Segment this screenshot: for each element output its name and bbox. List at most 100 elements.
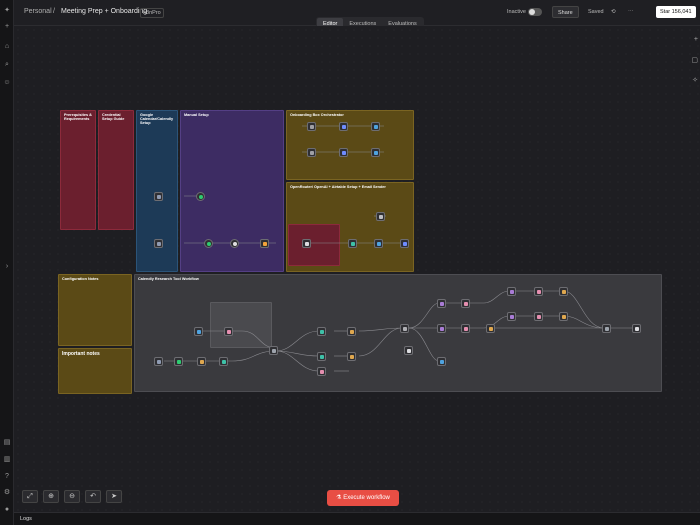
- star-label: Star: [660, 9, 671, 15]
- avatar[interactable]: ●: [4, 506, 10, 513]
- workflow-node[interactable]: [317, 352, 326, 361]
- workspace-breadcrumb[interactable]: Personal: [24, 8, 52, 15]
- workflow-node[interactable]: [437, 357, 446, 366]
- ai-assistant-icon[interactable]: ✧: [692, 77, 698, 84]
- execute-label: Execute workflow: [343, 495, 390, 501]
- workflow-node[interactable]: [507, 287, 516, 296]
- user-icon[interactable]: ☺: [3, 79, 11, 86]
- logs-panel[interactable]: Logs: [14, 512, 700, 525]
- home-icon[interactable]: ⌂: [4, 43, 10, 50]
- note-title: OpenRouter/ OpenAI + Airtable Setup + Em…: [290, 185, 386, 189]
- workflow-node[interactable]: [307, 148, 316, 157]
- output-node[interactable]: [632, 324, 641, 333]
- tab-evaluations[interactable]: Evaluations: [388, 21, 417, 27]
- workflow-node[interactable]: [437, 299, 446, 308]
- workflow-node[interactable]: [194, 327, 203, 336]
- workflow-node[interactable]: [196, 192, 205, 201]
- aggregate-node[interactable]: [400, 324, 409, 333]
- settings-icon[interactable]: ⚙: [3, 489, 11, 496]
- workflow-node[interactable]: [437, 324, 446, 333]
- workflow-node[interactable]: [534, 312, 543, 321]
- breadcrumb-separator: /: [53, 8, 55, 15]
- note-configuration[interactable]: Configuration Notes: [58, 274, 132, 346]
- more-icon[interactable]: ⋯: [628, 9, 634, 15]
- share-button[interactable]: Share: [552, 6, 579, 18]
- workflow-node[interactable]: [197, 357, 206, 366]
- fit-view-icon[interactable]: ⤢: [22, 490, 38, 503]
- workflow-node[interactable]: [348, 239, 357, 248]
- workflow-node[interactable]: [486, 324, 495, 333]
- workflow-node[interactable]: [371, 122, 380, 131]
- merge-node[interactable]: [269, 346, 278, 355]
- active-toggle[interactable]: [528, 8, 542, 16]
- workflow-node[interactable]: [347, 327, 356, 336]
- trigger-node[interactable]: [154, 239, 163, 248]
- connection-lines: [164, 125, 634, 372]
- canvas-controls: ⤢ ⊕ ⊖ ↶ ➤: [22, 490, 122, 503]
- workflow-node[interactable]: [559, 287, 568, 296]
- github-star-button[interactable]: Star 156,041: [656, 6, 696, 18]
- workflow-node[interactable]: [317, 367, 326, 376]
- workflow-node[interactable]: [224, 327, 233, 336]
- zoom-in-icon[interactable]: ⊕: [43, 490, 59, 503]
- note-title: Manual Setup: [184, 113, 209, 117]
- workflow-node[interactable]: [534, 287, 543, 296]
- status-label: Inactive: [507, 9, 526, 15]
- history-icon[interactable]: ⟲: [611, 9, 616, 15]
- workflow-tag[interactable]: n8nPro: [140, 8, 164, 18]
- sticky-note-icon[interactable]: ▢: [691, 57, 698, 64]
- note-highlight[interactable]: [288, 224, 340, 266]
- logs-label: Logs: [20, 516, 32, 522]
- logo-icon[interactable]: ✦: [4, 7, 10, 14]
- help-icon[interactable]: ?: [5, 473, 9, 480]
- workflow-node[interactable]: [339, 148, 348, 157]
- add-node-icon[interactable]: +: [693, 36, 698, 43]
- ai-agent-node[interactable]: [404, 346, 413, 355]
- note-title: Google Calendar/Calendly Setup: [140, 113, 174, 125]
- workflow-node[interactable]: [339, 122, 348, 131]
- workflow-node[interactable]: [507, 312, 516, 321]
- workflow-node[interactable]: [260, 239, 269, 248]
- workflow-node[interactable]: [307, 122, 316, 131]
- workflow-canvas[interactable]: Prerequisites & Requirements Credential …: [14, 26, 700, 512]
- note-title: Important notes: [62, 351, 100, 357]
- workflow-node[interactable]: [219, 357, 228, 366]
- workflow-node[interactable]: [461, 324, 470, 333]
- merge-node[interactable]: [602, 324, 611, 333]
- note-subgroup[interactable]: [210, 302, 272, 348]
- insights-icon[interactable]: ▥: [3, 456, 11, 463]
- note-orchestrator[interactable]: Onboarding Box Orchestrator: [286, 110, 414, 180]
- workflow-title[interactable]: Meeting Prep + Onboarding: [61, 8, 148, 15]
- note-title: Calendly Research Tool Workflow: [138, 277, 199, 281]
- tab-executions[interactable]: Executions: [349, 21, 377, 27]
- workflow-node[interactable]: [461, 299, 470, 308]
- search-icon[interactable]: ⌕: [5, 61, 9, 68]
- workflow-node[interactable]: [374, 239, 383, 248]
- note-prerequisites[interactable]: Prerequisites & Requirements: [60, 110, 96, 230]
- ai-agent-node[interactable]: [302, 239, 311, 248]
- templates-icon[interactable]: ▤: [3, 439, 11, 446]
- add-icon[interactable]: +: [4, 23, 10, 30]
- note-credentials[interactable]: Credential Setup Guide: [98, 110, 134, 230]
- note-important[interactable]: Important notes: [58, 348, 132, 394]
- zoom-out-icon[interactable]: ⊖: [64, 490, 80, 503]
- right-toolbar: + ▢ ✧: [688, 26, 700, 525]
- note-title: Prerequisites & Requirements: [64, 113, 92, 121]
- collapse-icon[interactable]: ›: [5, 263, 9, 270]
- workflow-node[interactable]: [400, 239, 409, 248]
- workflow-node[interactable]: [204, 239, 213, 248]
- workflow-node[interactable]: [376, 212, 385, 221]
- trigger-node[interactable]: [154, 357, 163, 366]
- workflow-node[interactable]: [347, 352, 356, 361]
- trigger-node[interactable]: [154, 192, 163, 201]
- execute-workflow-button[interactable]: ⚗ Execute workflow: [327, 490, 399, 506]
- workflow-node[interactable]: [317, 327, 326, 336]
- workflow-node[interactable]: [371, 148, 380, 157]
- workflow-node[interactable]: [230, 239, 239, 248]
- workflow-node[interactable]: [174, 357, 183, 366]
- undo-icon[interactable]: ↶: [85, 490, 101, 503]
- workflow-node[interactable]: [559, 312, 568, 321]
- pointer-icon[interactable]: ➤: [106, 490, 122, 503]
- left-sidebar: ✦ + ⌂ ⌕ ☺ › ▤ ▥ ? ⚙ ●: [0, 0, 14, 525]
- note-title: Onboarding Box Orchestrator: [290, 113, 344, 117]
